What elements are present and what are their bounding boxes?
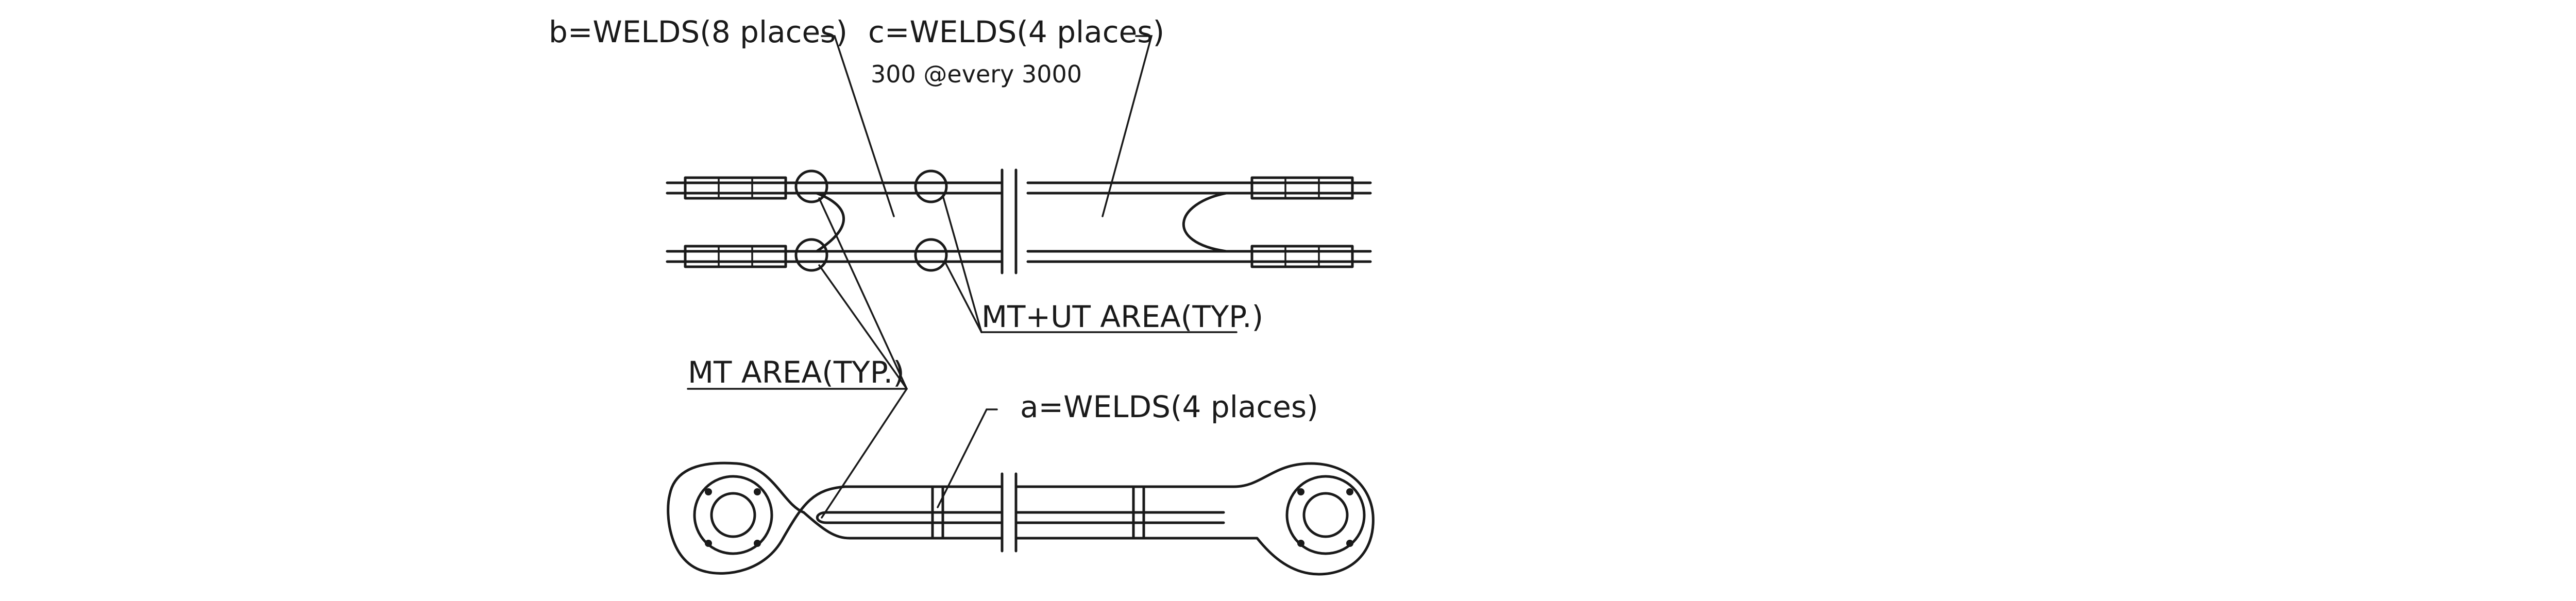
- upper-view: [666, 168, 1372, 274]
- slot: [816, 511, 1004, 524]
- label-mt-area: MT AREA(TYP.): [688, 355, 905, 390]
- right-bolt-marks: [1297, 488, 1353, 547]
- label-spacing-note: 300 @every 3000: [871, 60, 1082, 88]
- weld-circle-c-top: [914, 169, 948, 203]
- right-eye-inner: [1302, 492, 1349, 538]
- weld-circle-c-bottom: [914, 238, 948, 272]
- label-welds-a: a=WELDS(4 places): [1020, 389, 1318, 424]
- left-eye-inner: [710, 492, 756, 538]
- label-welds-b: b=WELDS(8 places): [549, 14, 848, 49]
- left-bolt-marks: [705, 488, 761, 547]
- weld-circle-b-bottom: [794, 238, 828, 272]
- lower-view: [667, 461, 1375, 576]
- label-mt-ut-area: MT+UT AREA(TYP.): [981, 299, 1263, 334]
- label-welds-c: c=WELDS(4 places): [868, 14, 1164, 49]
- weld-circle-b-top: [794, 169, 828, 203]
- left-eye-outer: [693, 475, 773, 555]
- right-eye-outer: [1285, 475, 1366, 555]
- upper-bar-bottom: [666, 245, 1372, 268]
- upper-left-fork: [815, 192, 845, 253]
- leader-lines: [687, 35, 1238, 519]
- upper-break-lines: [1001, 168, 1018, 274]
- upper-bar-top: [666, 176, 1372, 200]
- upper-right-fork: [1182, 192, 1228, 253]
- lower-link-outline: [667, 461, 1004, 575]
